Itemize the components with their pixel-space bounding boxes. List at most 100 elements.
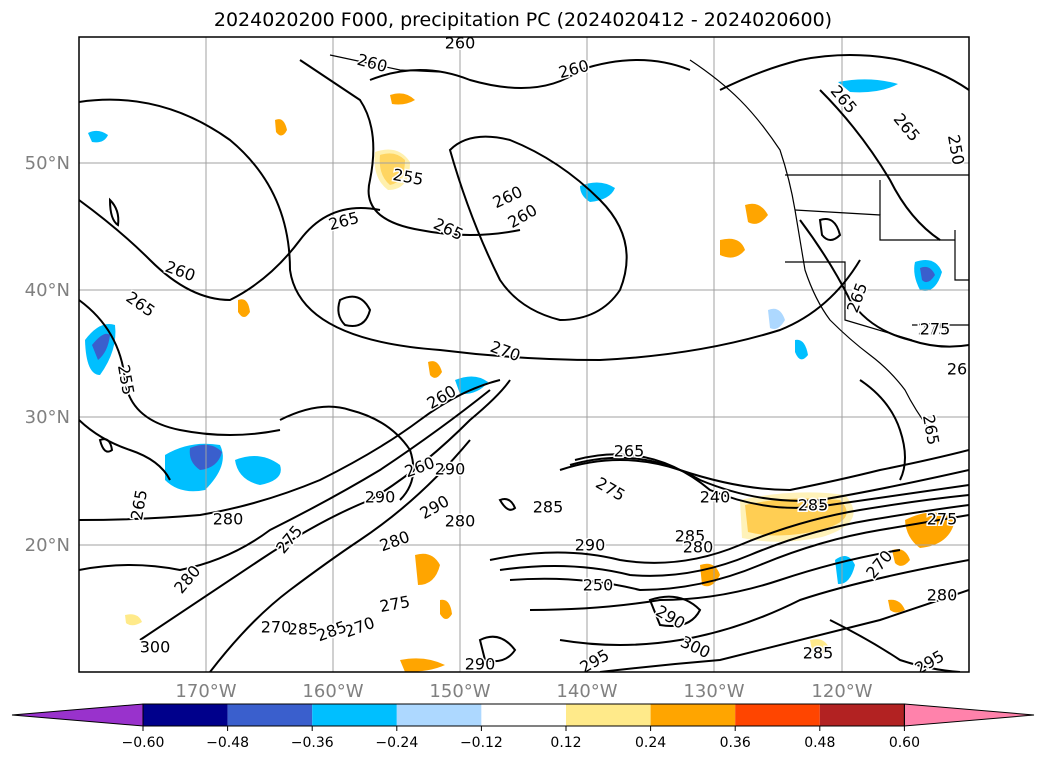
contour-line [279,405,415,501]
contour-line [369,59,691,89]
colorbar-tick-label: 0.12 [550,735,581,751]
map-frame [78,36,970,673]
contour-line [569,456,969,502]
contour-label: 285 [288,620,319,639]
lat-label: 30°N [25,407,70,428]
contour-line [819,89,941,241]
precip-area [892,549,910,566]
colorbar-extend-low [11,703,144,727]
lon-label: 120°W [811,681,872,702]
contour-line [509,514,969,592]
colorbar-swatch [819,704,905,726]
map-background [79,37,969,672]
colorbar-frame [142,703,905,727]
contour-label: 285 [798,496,829,515]
contour-label: 275 [927,510,958,529]
map-title: 2024020200 F000, precipitation PC (20240… [214,9,832,31]
colorbar-swatch [650,704,736,726]
colorbar-tick-label: 0.36 [720,735,751,751]
contour-line [98,438,114,453]
precip-area [238,299,250,317]
colorbar-tick-label: −0.60 [122,735,165,751]
contour-line [79,389,491,572]
colorbar-tick-label: 0.24 [635,735,666,751]
contour-label: 290 [435,460,466,479]
contour-label: 250 [583,576,614,595]
contour-label: 240 [700,488,731,507]
precip-area [440,599,452,619]
colorbar-swatch [143,704,228,726]
contour-label: 285 [803,644,834,663]
lat-label: 20°N [25,535,70,556]
contour-line [108,197,120,227]
contour-line [299,59,521,236]
contour-label: 280 [445,512,476,531]
colorbar-swatch [566,704,651,726]
colorbar-swatch [481,704,566,726]
precip-area [415,553,440,585]
longitude-labels: 170°W 160°W 150°W 140°W 130°W 120°W [175,681,872,702]
contour-line [529,549,901,611]
contour-line [574,453,969,509]
contour-label: 290 [365,488,396,507]
precip-area [888,599,905,613]
lon-label: 170°W [175,681,236,702]
colorbar-swatch [735,704,820,726]
precip-area [374,149,410,190]
precip-area [745,203,768,224]
colorbar-tick-label: −0.24 [375,735,418,751]
contour-label: 275 [918,320,949,339]
contour-line [79,299,281,436]
colorbar-extend-high [903,703,1035,727]
precip-area [455,376,488,395]
contour-label: 280 [927,586,958,605]
contour-line [448,135,628,322]
contour-line [209,439,471,672]
contour-label: 280 [683,538,714,557]
precip-area [795,339,808,360]
colorbar-swatch [227,704,313,726]
colorbar-tick-label: −0.48 [206,735,249,751]
colorbar-swatch [312,704,397,726]
colorbar-tick-label: −0.36 [291,735,334,751]
contour-label: 290 [465,655,496,674]
precip-area [905,512,955,548]
precip-area [390,93,415,105]
coastlines [329,54,969,431]
colorbar: −0.60 −0.48 −0.36 −0.24 −0.12 0.12 0.24 0.36 0.4… [11,703,1035,751]
precip-area [580,182,615,202]
lon-label: 130°W [683,681,744,702]
precip-area [838,79,898,93]
contour-line [478,635,517,663]
precip-area [428,361,442,378]
contour-label: 270 [261,618,292,637]
contour-line [79,98,861,362]
contour-line [829,619,961,672]
contour-label: 26 [947,360,967,379]
contour-label: 300 [140,638,171,657]
precip-area [88,130,108,143]
contour-line [337,295,372,327]
colorbar-tick-label: −0.12 [460,735,503,751]
latitude-labels: 50°N 40°N 30°N 20°N [25,153,70,556]
coastline [689,59,931,431]
precip-area [400,658,445,672]
contour-line [799,219,969,348]
state-border [794,209,955,241]
lat-label: 50°N [25,153,70,174]
precip-area [920,266,935,283]
contour-label: 290 [575,536,606,555]
contour-line [499,504,969,577]
contour-line [79,379,501,521]
contour-line [648,595,702,627]
contour-label: 265 [614,442,645,461]
precip-area [125,614,142,626]
precip-area [275,119,287,136]
colorbar-tick-label: 0.48 [804,735,835,751]
contour-line [859,379,906,481]
lon-label: 150°W [429,681,490,702]
contour-line [559,559,969,646]
contour-label: 285 [533,498,564,517]
contour-line [719,54,969,91]
